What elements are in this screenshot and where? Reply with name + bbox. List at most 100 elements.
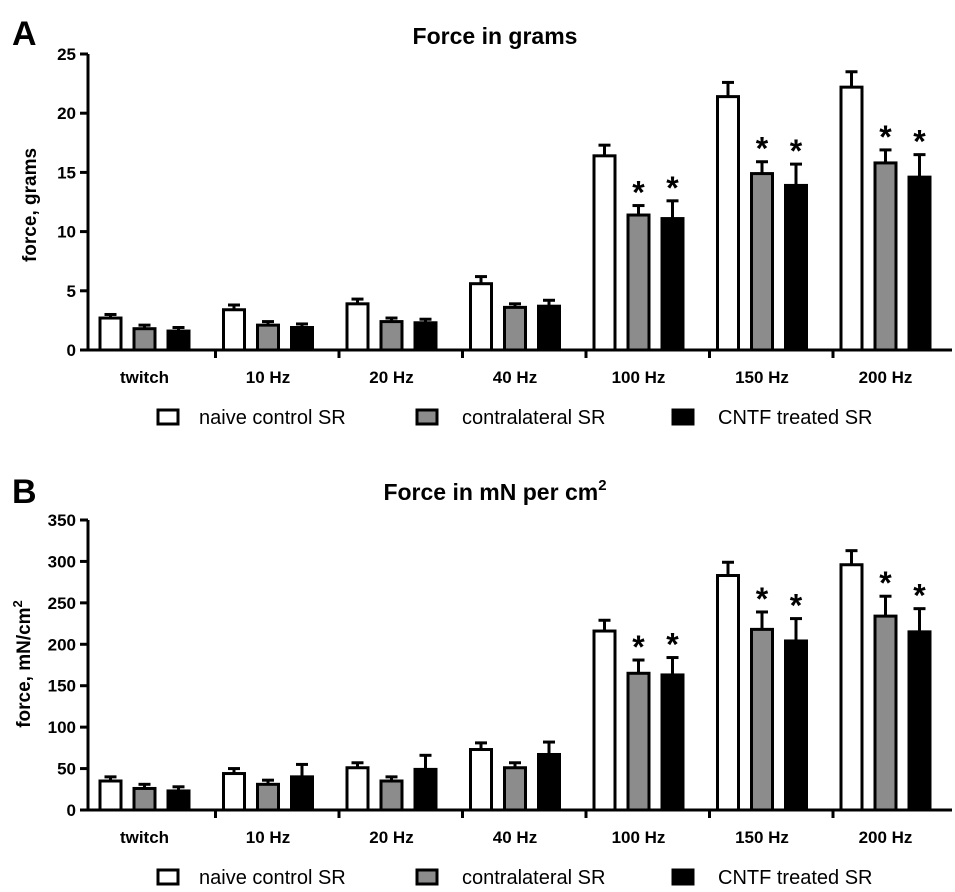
significance-marker: *: [790, 588, 803, 624]
bar: [626, 671, 651, 812]
panel-a-y-axis-label: force, grams: [20, 148, 41, 262]
panel-b-y-axis-label-text: force, mN/cm: [14, 607, 35, 727]
bar: [132, 327, 157, 352]
bar: [907, 630, 932, 812]
y-tick-label: 0: [67, 341, 76, 360]
legend-swatch-contralateral: [415, 408, 439, 426]
bar: [98, 316, 123, 352]
bar: [839, 563, 864, 812]
x-tick-label: 100 Hz: [612, 368, 666, 387]
x-tick-label: 200 Hz: [859, 368, 913, 387]
panel-a: A Force in grams force, grams 0 5 10 15 20 25…: [12, 15, 952, 429]
bar: [784, 183, 808, 352]
legend-label-cntf-treated: CNTF treated SR: [718, 407, 872, 429]
panel-a-title: Force in grams: [413, 23, 578, 49]
bar: [166, 789, 191, 812]
bar: [660, 673, 685, 812]
legend-swatch-naive-control: [156, 408, 180, 426]
significance-marker: *: [666, 170, 679, 206]
bar: [290, 326, 314, 352]
legend-label-contralateral: contralateral SR: [462, 867, 605, 889]
bar: [222, 772, 246, 812]
panel-a-letter: A: [12, 15, 37, 53]
x-tick-label: 150 Hz: [735, 368, 789, 387]
panel-b-title-text: Force in mN per cm: [383, 479, 598, 505]
x-tick-label: 150 Hz: [735, 828, 789, 847]
bar: [222, 308, 246, 352]
y-tick-label: 200: [48, 635, 76, 654]
significance-marker: *: [756, 581, 769, 617]
y-tick-label: 25: [57, 45, 76, 64]
panel-b-y-axis-label-sup: 2: [10, 600, 25, 607]
bar: [290, 775, 314, 812]
bar: [750, 172, 774, 352]
legend-label-contralateral: contralateral SR: [462, 407, 605, 429]
x-tick-label: 200 Hz: [859, 828, 913, 847]
x-tick-label: 40 Hz: [493, 828, 537, 847]
panel-b-letter: B: [12, 473, 37, 511]
bar: [256, 323, 280, 352]
bar: [166, 329, 191, 352]
y-tick-label: 350: [48, 511, 76, 530]
bar: [660, 217, 685, 352]
x-tick-label: 20 Hz: [369, 828, 413, 847]
panel-b: B Force in mN per cm2 force, mN/cm2 0501…: [10, 473, 952, 889]
y-tick-label: 50: [57, 760, 76, 779]
significance-marker: *: [913, 578, 926, 614]
panel-a-plot: 0 5 10 15 20 25 twitch 10 Hz 20 Hz 40 Hz 100 Hz 150…: [57, 45, 952, 387]
bar: [592, 154, 617, 352]
y-tick-label: 250: [48, 594, 76, 613]
panel-b-title: Force in mN per cm2: [383, 477, 606, 505]
y-tick-label: 10: [57, 223, 76, 242]
bar: [626, 213, 651, 352]
significance-marker: *: [632, 629, 645, 665]
y-tick-label: 5: [67, 282, 76, 301]
bar: [873, 161, 898, 352]
panel-b-plot: 0 50 100 150 200 250 300 350 twitch 10 Hz 20 Hz 40 …: [48, 511, 952, 847]
bar: [503, 305, 527, 352]
bar: [413, 767, 438, 812]
bar: [750, 627, 774, 812]
y-tick-label: 20: [57, 104, 76, 123]
bar: [873, 614, 898, 812]
legend-swatch-contralateral: [415, 868, 439, 886]
legend-label-naive-control: naive control SR: [199, 407, 346, 429]
bar: [592, 629, 617, 812]
panel-b-y-axis-label: force, mN/cm2: [10, 600, 35, 728]
y-tick-label: 0: [67, 801, 76, 820]
bar: [503, 766, 527, 812]
bar: [345, 766, 370, 812]
x-tick-label: 100 Hz: [612, 828, 666, 847]
y-tick-label: 100: [48, 718, 76, 737]
significance-marker: *: [666, 627, 679, 663]
bar: [132, 786, 157, 812]
x-tick-label: 40 Hz: [493, 368, 537, 387]
bar: [469, 282, 493, 352]
bar: [537, 752, 561, 812]
x-tick-label: 10 Hz: [246, 368, 290, 387]
legend-swatch-cntf-treated: [671, 408, 695, 426]
bar: [379, 320, 404, 352]
bar: [413, 321, 438, 352]
bar: [256, 782, 280, 812]
bar: [784, 639, 808, 812]
significance-marker: *: [790, 133, 803, 169]
bar: [98, 779, 123, 812]
y-tick-label: 15: [57, 163, 76, 182]
significance-marker: *: [879, 119, 892, 155]
bar: [716, 574, 740, 812]
x-tick-label: twitch: [120, 368, 169, 387]
panel-b-legend: naive control SR contralateral SR CNTF t…: [156, 867, 872, 889]
x-tick-label: 10 Hz: [246, 828, 290, 847]
significance-marker: *: [632, 175, 645, 211]
bar: [379, 779, 404, 812]
bar: [839, 85, 864, 352]
legend-label-cntf-treated: CNTF treated SR: [718, 867, 872, 889]
y-tick-label: 300: [48, 552, 76, 571]
y-tick-label: 150: [48, 677, 76, 696]
legend-label-naive-control: naive control SR: [199, 867, 346, 889]
bar: [469, 748, 493, 812]
significance-marker: *: [879, 565, 892, 601]
panel-a-legend: naive control SR contralateral SR CNTF t…: [156, 407, 872, 429]
